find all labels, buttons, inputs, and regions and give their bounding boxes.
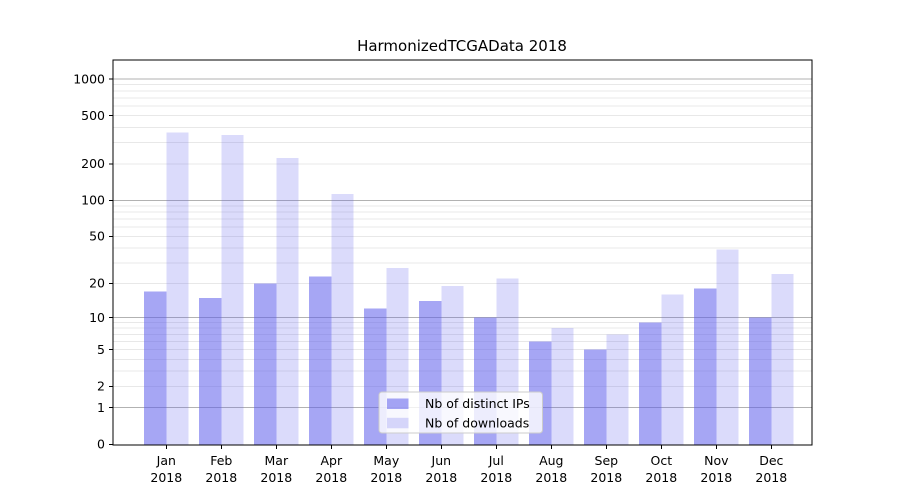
x-tick-label-month: Jun <box>431 453 452 468</box>
bar-downloads-mar <box>276 158 299 445</box>
y-tick-label: 500 <box>81 108 105 123</box>
y-tick-label: 10 <box>89 310 105 325</box>
bar-distinct-ips-sep <box>583 349 607 445</box>
y-tick-label: 100 <box>81 193 105 208</box>
y-tick-label: 0 <box>97 437 105 452</box>
x-tick-label-month: May <box>373 453 399 468</box>
legend-swatch-distinct-ips <box>387 398 409 409</box>
bar-downloads-dec <box>771 274 794 445</box>
y-tick-label: 1 <box>97 400 105 415</box>
bar-distinct-ips-nov <box>693 288 717 445</box>
x-tick-label-year: 2018 <box>205 470 237 485</box>
bar-downloads-apr <box>331 193 354 445</box>
y-tick-label: 1000 <box>73 71 105 86</box>
x-tick-label-year: 2018 <box>315 470 347 485</box>
x-tick-label-month: Aug <box>539 453 563 468</box>
bar-distinct-ips-dec <box>748 317 772 445</box>
x-tick-label-year: 2018 <box>150 470 182 485</box>
x-tick-label-year: 2018 <box>700 470 732 485</box>
bar-downloads-aug <box>551 328 574 445</box>
chart-title: HarmonizedTCGAData 2018 <box>357 37 567 55</box>
x-tick-label-month: Feb <box>210 453 232 468</box>
x-tick-label-year: 2018 <box>590 470 622 485</box>
y-tick-label: 2 <box>97 379 105 394</box>
x-tick-label-month: Jan <box>156 453 176 468</box>
x-tick-label-year: 2018 <box>425 470 457 485</box>
bar-downloads-oct <box>661 294 684 445</box>
bar-distinct-ips-apr <box>308 276 332 445</box>
bar-downloads-feb <box>221 135 244 445</box>
x-tick-label-month: Mar <box>265 453 289 468</box>
x-tick-label-month: Jul <box>488 453 504 468</box>
y-tick-label: 50 <box>89 229 105 244</box>
bar-distinct-ips-mar <box>253 283 277 445</box>
x-axis: Jan 2018 Feb 2018 Mar 2018 Apr 2018 May 2018 Jun 20… <box>150 445 787 485</box>
x-tick-label-year: 2018 <box>535 470 567 485</box>
bar-distinct-ips-jan <box>143 291 167 445</box>
y-tick-label: 5 <box>97 342 105 357</box>
x-tick-label-year: 2018 <box>755 470 787 485</box>
legend-box <box>378 391 543 434</box>
x-tick-label-year: 2018 <box>645 470 677 485</box>
bar-downloads-nov <box>716 249 739 445</box>
y-tick-label: 200 <box>81 156 105 171</box>
plot-border <box>112 59 813 446</box>
bar-distinct-ips-oct <box>638 322 662 445</box>
x-tick-label-year: 2018 <box>480 470 512 485</box>
x-tick-label-year: 2018 <box>260 470 292 485</box>
x-tick-label-month: Sep <box>595 453 619 468</box>
y-tick-label: 20 <box>89 276 105 291</box>
y-axis: 0 1 2 5 10 20 50 100 200 500 1000 <box>73 71 113 452</box>
x-tick-label-month: Apr <box>320 453 342 468</box>
legend-label-distinct-ips: Nb of distinct IPs <box>425 396 530 411</box>
x-tick-label-month: Oct <box>650 453 672 468</box>
legend: Nb of distinct IPs Nb of downloads <box>378 391 543 434</box>
bar-downloads-sep <box>606 334 629 445</box>
x-tick-label-year: 2018 <box>370 470 402 485</box>
legend-label-downloads: Nb of downloads <box>425 415 529 430</box>
bar-downloads-jan <box>166 132 189 445</box>
x-tick-label-month: Dec <box>759 453 783 468</box>
x-tick-label-month: Nov <box>704 453 729 468</box>
legend-swatch-downloads <box>387 417 409 429</box>
bar-distinct-ips-feb <box>198 297 222 445</box>
